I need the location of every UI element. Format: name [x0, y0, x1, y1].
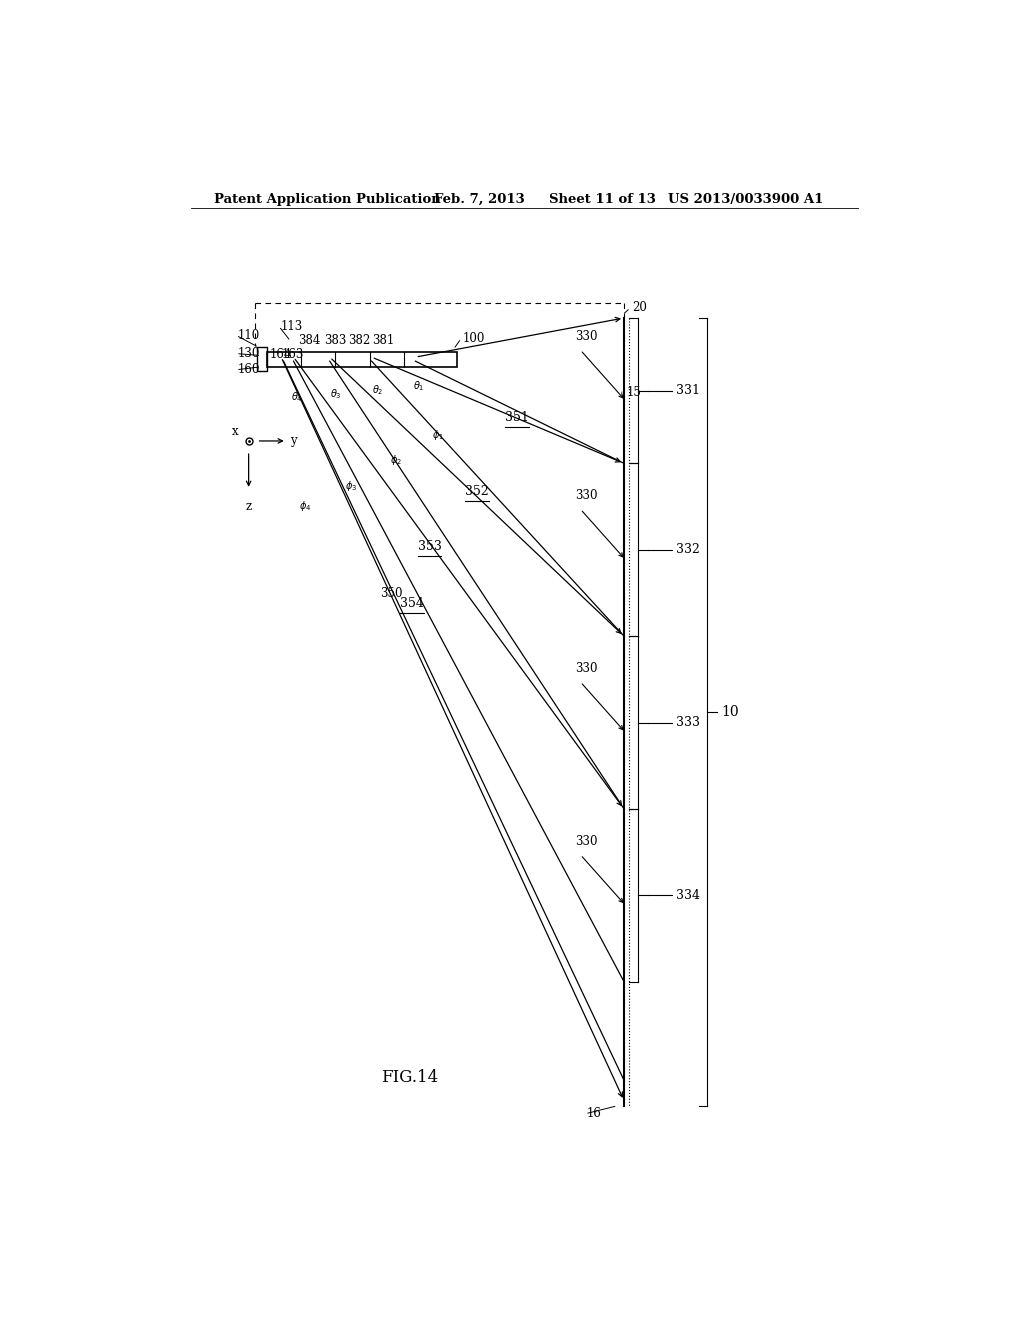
Text: 334: 334 [677, 888, 700, 902]
Text: 20: 20 [632, 301, 647, 314]
Text: x: x [231, 425, 239, 438]
Text: Feb. 7, 2013: Feb. 7, 2013 [433, 193, 524, 206]
Text: $\theta_3$: $\theta_3$ [330, 387, 341, 401]
Bar [267, 351, 458, 367]
Text: 160: 160 [238, 363, 260, 376]
Text: 110: 110 [238, 329, 260, 342]
Text: $\theta_1$: $\theta_1$ [414, 379, 425, 393]
Text: 353: 353 [418, 540, 441, 553]
Text: 351: 351 [505, 411, 528, 424]
Text: 330: 330 [574, 330, 597, 343]
Text: FIG.14: FIG.14 [381, 1069, 438, 1086]
Text: $\theta_2$: $\theta_2$ [372, 383, 383, 397]
Text: 100: 100 [463, 331, 485, 345]
Text: z: z [246, 500, 252, 513]
Text: 332: 332 [677, 544, 700, 556]
Text: 333: 333 [677, 715, 700, 729]
Text: 383: 383 [324, 334, 346, 347]
Bar [257, 347, 267, 371]
Text: 330: 330 [574, 663, 597, 675]
Text: $\phi_3$: $\phi_3$ [345, 479, 356, 492]
Text: $\phi_4$: $\phi_4$ [299, 499, 311, 513]
Text: $\phi_2$: $\phi_2$ [390, 453, 402, 467]
Text: $\theta_4$: $\theta_4$ [292, 391, 303, 404]
Text: 381: 381 [373, 334, 394, 347]
Text: 10: 10 [721, 705, 738, 719]
Text: 350: 350 [380, 587, 402, 599]
Text: Patent Application Publication: Patent Application Publication [214, 193, 440, 206]
Text: $\phi_1$: $\phi_1$ [432, 428, 444, 442]
Text: 330: 330 [574, 836, 597, 847]
Text: 352: 352 [465, 486, 489, 498]
Text: Sheet 11 of 13: Sheet 11 of 13 [549, 193, 655, 206]
Text: 384: 384 [299, 334, 321, 347]
Text: y: y [290, 434, 297, 447]
Text: 354: 354 [400, 597, 424, 610]
Text: 330: 330 [574, 490, 597, 503]
Text: 163: 163 [282, 348, 303, 362]
Text: 331: 331 [677, 384, 700, 397]
Text: US 2013/0033900 A1: US 2013/0033900 A1 [668, 193, 823, 206]
Text: 164: 164 [269, 348, 292, 362]
Text: 382: 382 [348, 334, 371, 347]
Text: 16: 16 [587, 1107, 601, 1121]
Text: 15: 15 [627, 385, 641, 399]
Text: 130: 130 [238, 347, 260, 360]
Text: 113: 113 [281, 319, 303, 333]
